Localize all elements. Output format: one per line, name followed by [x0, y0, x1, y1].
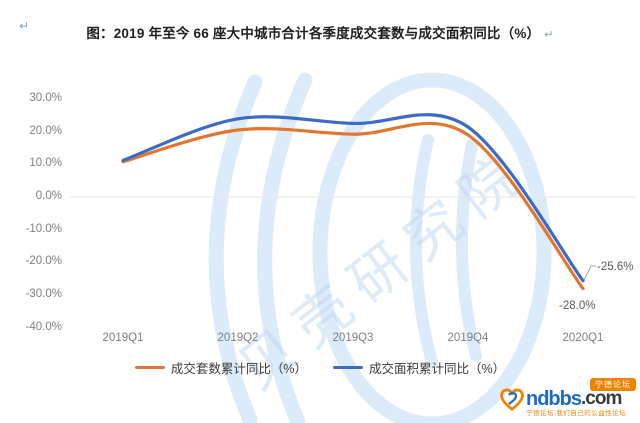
y-axis-tick: 20.0%	[29, 124, 62, 137]
logo-brand-text: ndbbs	[526, 388, 582, 410]
series-line-area-sold	[121, 113, 585, 283]
data-label-area-series: -25.6%	[597, 261, 634, 273]
x-axis-label: 2020Q1	[562, 332, 604, 344]
legend-label: 成交面积累计同比（%）	[369, 362, 506, 376]
watermark-logo	[208, 72, 552, 423]
y-axis-tick: 0.0%	[35, 190, 62, 202]
legend-label: 成交套数累计同比（%）	[170, 362, 307, 376]
y-axis-tick: 10.0%	[29, 157, 62, 170]
paragraph-mark: ↵	[19, 19, 30, 33]
data-label-units-series: -28.0%	[559, 300, 596, 312]
heart-icon	[500, 388, 524, 411]
series-line-units-sold	[121, 121, 585, 291]
legend-swatch-orange	[134, 366, 165, 369]
x-axis-label: 2019Q1	[102, 332, 144, 344]
data-label-leader-line	[583, 265, 596, 281]
y-axis-tick: -30.0%	[25, 288, 62, 301]
paragraph-mark: ↵	[544, 29, 554, 41]
chart-title-text: 图：2019 年至今 66 座大中城市合计各季度成交套数与成交面积同比（%）	[86, 26, 541, 41]
y-axis-tick: 30.0%	[29, 91, 62, 104]
logo-tld-text: .com	[581, 388, 622, 409]
page-title: 图：2019 年至今 66 座大中城市合计各季度成交套数与成交面积同比（%） ↵	[0, 22, 640, 42]
logo-row: ndbbs .com	[498, 386, 622, 412]
logo-badge: 宁德论坛	[590, 378, 636, 391]
y-axis-tick: -40.0%	[25, 320, 62, 333]
y-axis-tick: -10.0%	[25, 222, 62, 235]
legend-swatch-blue	[333, 366, 363, 369]
x-axis-label: 2019Q3	[332, 332, 374, 344]
logo-tagline: 宁德论坛,我们自己的公益性论坛	[526, 410, 627, 417]
ndbbs-forum-logo: ndbbs .com 宁德论坛 宁德论坛,我们自己的公益性论坛	[498, 378, 636, 420]
x-axis-label: 2019Q2	[217, 332, 259, 344]
x-axis-label: 2019Q4	[447, 332, 489, 344]
legend-item-units-sold: 成交套数累计同比（%）	[134, 358, 307, 377]
y-axis-tick: -20.0%	[25, 255, 62, 268]
chart-legend: 成交套数累计同比（%） 成交面积累计同比（%）	[0, 358, 640, 377]
legend-item-area-sold: 成交面积累计同比（%）	[333, 358, 505, 377]
